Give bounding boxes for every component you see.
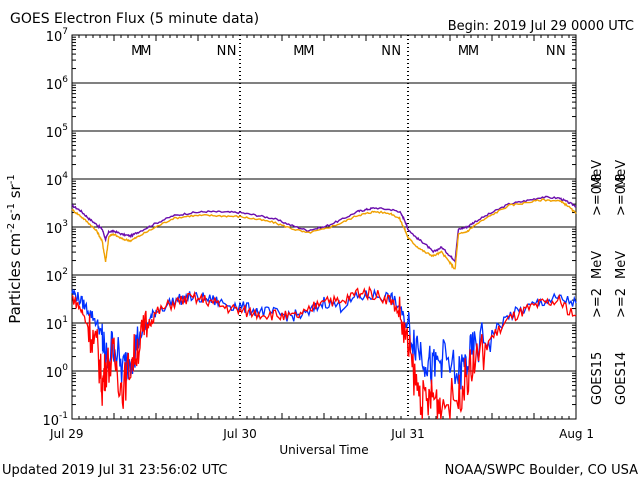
event-marker: M <box>131 44 142 59</box>
y-axis-label: Particles cm-2s-1 sr-1 <box>6 174 24 323</box>
event-marker: M <box>140 44 151 59</box>
legend-series-name: GOES14 <box>614 352 629 405</box>
y-tick-label: 10-1 <box>42 411 68 429</box>
legend-unit: MeV <box>590 160 605 188</box>
series-line-goes14-high <box>71 198 577 270</box>
y-tick-label: 103 <box>46 219 68 237</box>
x-axis-label: Universal Time <box>279 443 368 457</box>
legend-unit: MeV <box>614 251 629 279</box>
event-marker: N <box>217 44 227 59</box>
legend-unit: MeV <box>614 160 629 188</box>
legend-unit: MeV <box>590 251 605 279</box>
x-tick-label: Jul 31 <box>390 427 425 441</box>
event-marker: N <box>381 44 391 59</box>
y-tick-label: 107 <box>46 27 68 45</box>
legend-series-name: GOES15 <box>590 352 605 405</box>
legend-low-energy: >=2 <box>614 288 629 318</box>
data-source: NOAA/SWPC Boulder, CO USA <box>445 463 638 478</box>
legend-low-energy: >=2 <box>590 288 605 318</box>
chart-title: GOES Electron Flux (5 minute data) <box>10 11 259 27</box>
event-marker: N <box>391 44 401 59</box>
legend-high-energy: >=0.8 <box>614 174 629 216</box>
y-tick-label: 101 <box>46 315 68 333</box>
x-tick-label: Jul 29 <box>49 427 84 441</box>
event-marker: M <box>468 44 479 59</box>
event-marker: M <box>303 44 314 59</box>
y-tick-label: 100 <box>46 363 69 381</box>
event-marker: N <box>227 44 237 59</box>
legend-high-energy: >=0.8 <box>590 174 605 216</box>
series-line-goes15-low <box>71 287 577 390</box>
begin-time: Begin: 2019 Jul 29 0000 UTC <box>448 19 634 34</box>
series-line-goes14-low <box>71 285 577 420</box>
event-marker: M <box>293 44 304 59</box>
series-line-goes15-high <box>71 195 577 264</box>
y-tick-label: 102 <box>46 267 68 285</box>
updated-time: Updated 2019 Jul 31 23:56:02 UTC <box>2 463 227 478</box>
event-marker: N <box>546 44 556 59</box>
y-tick-label: 105 <box>46 123 68 141</box>
event-marker: N <box>556 44 566 59</box>
event-marker: M <box>458 44 469 59</box>
x-tick-label: Jul 30 <box>222 427 257 441</box>
y-tick-label: 104 <box>46 171 69 189</box>
plot-area: 10-1 100 101 102 103 104 105 106 107 Jul 29 Jul 30… <box>42 27 594 441</box>
y-tick-label: 106 <box>46 75 69 93</box>
x-tick-label: Aug 1 <box>559 427 594 441</box>
